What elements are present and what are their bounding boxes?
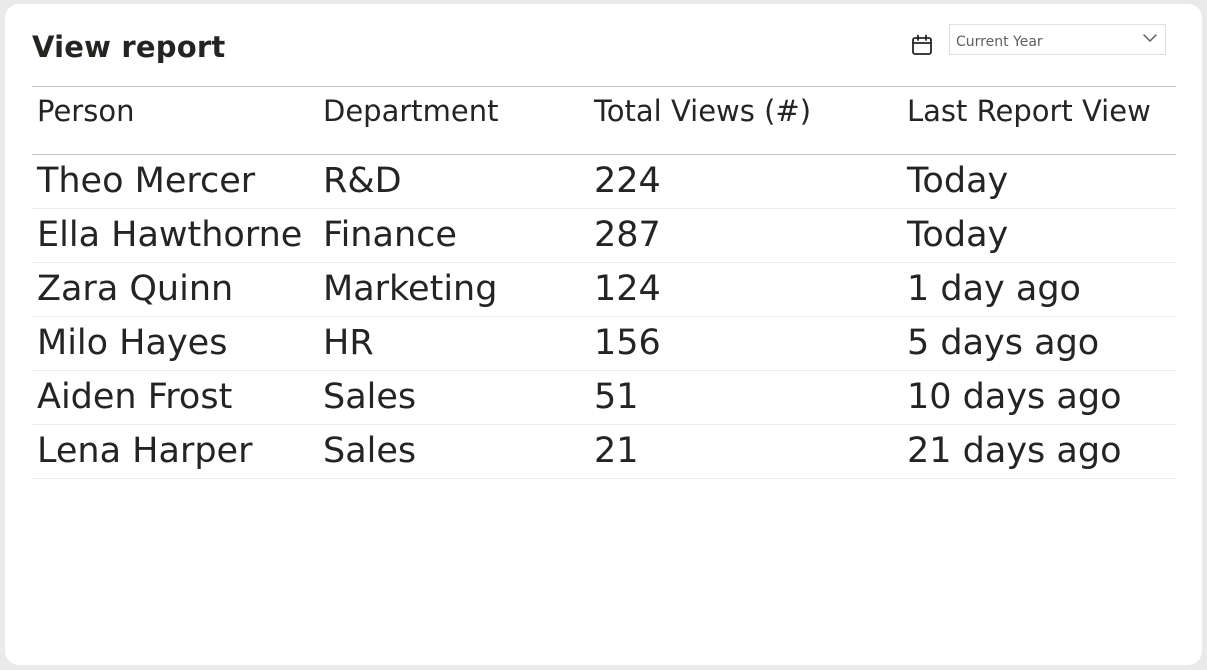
column-header-person[interactable]: Person (37, 94, 135, 128)
table-row: Milo Hayes HR 156 5 days ago (32, 317, 1176, 371)
person-cell: Aiden Frost (37, 377, 233, 417)
person-cell: Ella Hawthorne (37, 215, 303, 255)
table-top-divider (32, 86, 1176, 87)
person-cell: Milo Hayes (37, 323, 228, 363)
date-range-value: Current Year (956, 34, 1043, 50)
calendar-icon[interactable] (910, 33, 934, 57)
column-header-last-report-view[interactable]: Last Report View (907, 94, 1151, 128)
column-header-total-views[interactable]: Total Views (#) (594, 94, 812, 128)
table-row: Ella Hawthorne Finance 287 Today (32, 209, 1176, 263)
person-cell: Zara Quinn (37, 269, 234, 309)
total-views-cell: 224 (594, 161, 661, 201)
department-cell: R&D (323, 161, 402, 201)
report-card: View report Current Year Person Departme… (5, 4, 1202, 665)
table-row: Zara Quinn Marketing 124 1 day ago (32, 263, 1176, 317)
table-row: Aiden Frost Sales 51 10 days ago (32, 371, 1176, 425)
table-row: Lena Harper Sales 21 21 days ago (32, 425, 1176, 479)
total-views-cell: 124 (594, 269, 661, 309)
last-view-cell: 1 day ago (907, 269, 1081, 309)
date-range-dropdown[interactable]: Current Year (949, 24, 1166, 55)
last-view-cell: 10 days ago (907, 377, 1122, 417)
table-header-row: Person Department Total Views (#) Last R… (32, 86, 1176, 155)
department-cell: Sales (323, 431, 417, 471)
total-views-cell: 156 (594, 323, 661, 363)
last-view-cell: Today (907, 215, 1009, 255)
total-views-cell: 287 (594, 215, 661, 255)
person-cell: Lena Harper (37, 431, 253, 471)
chevron-down-icon (1143, 34, 1157, 42)
last-view-cell: 21 days ago (907, 431, 1122, 471)
page-title: View report (32, 30, 226, 64)
total-views-cell: 51 (594, 377, 639, 417)
department-cell: Sales (323, 377, 417, 417)
department-cell: Finance (323, 215, 457, 255)
column-header-department[interactable]: Department (323, 94, 499, 128)
person-cell: Theo Mercer (37, 161, 256, 201)
department-cell: Marketing (323, 269, 498, 309)
last-view-cell: Today (907, 161, 1009, 201)
department-cell: HR (323, 323, 374, 363)
table-body: Theo Mercer R&D 224 Today Ella Hawthorne… (32, 155, 1176, 479)
table-row: Theo Mercer R&D 224 Today (32, 155, 1176, 209)
total-views-cell: 21 (594, 431, 639, 471)
last-view-cell: 5 days ago (907, 323, 1100, 363)
